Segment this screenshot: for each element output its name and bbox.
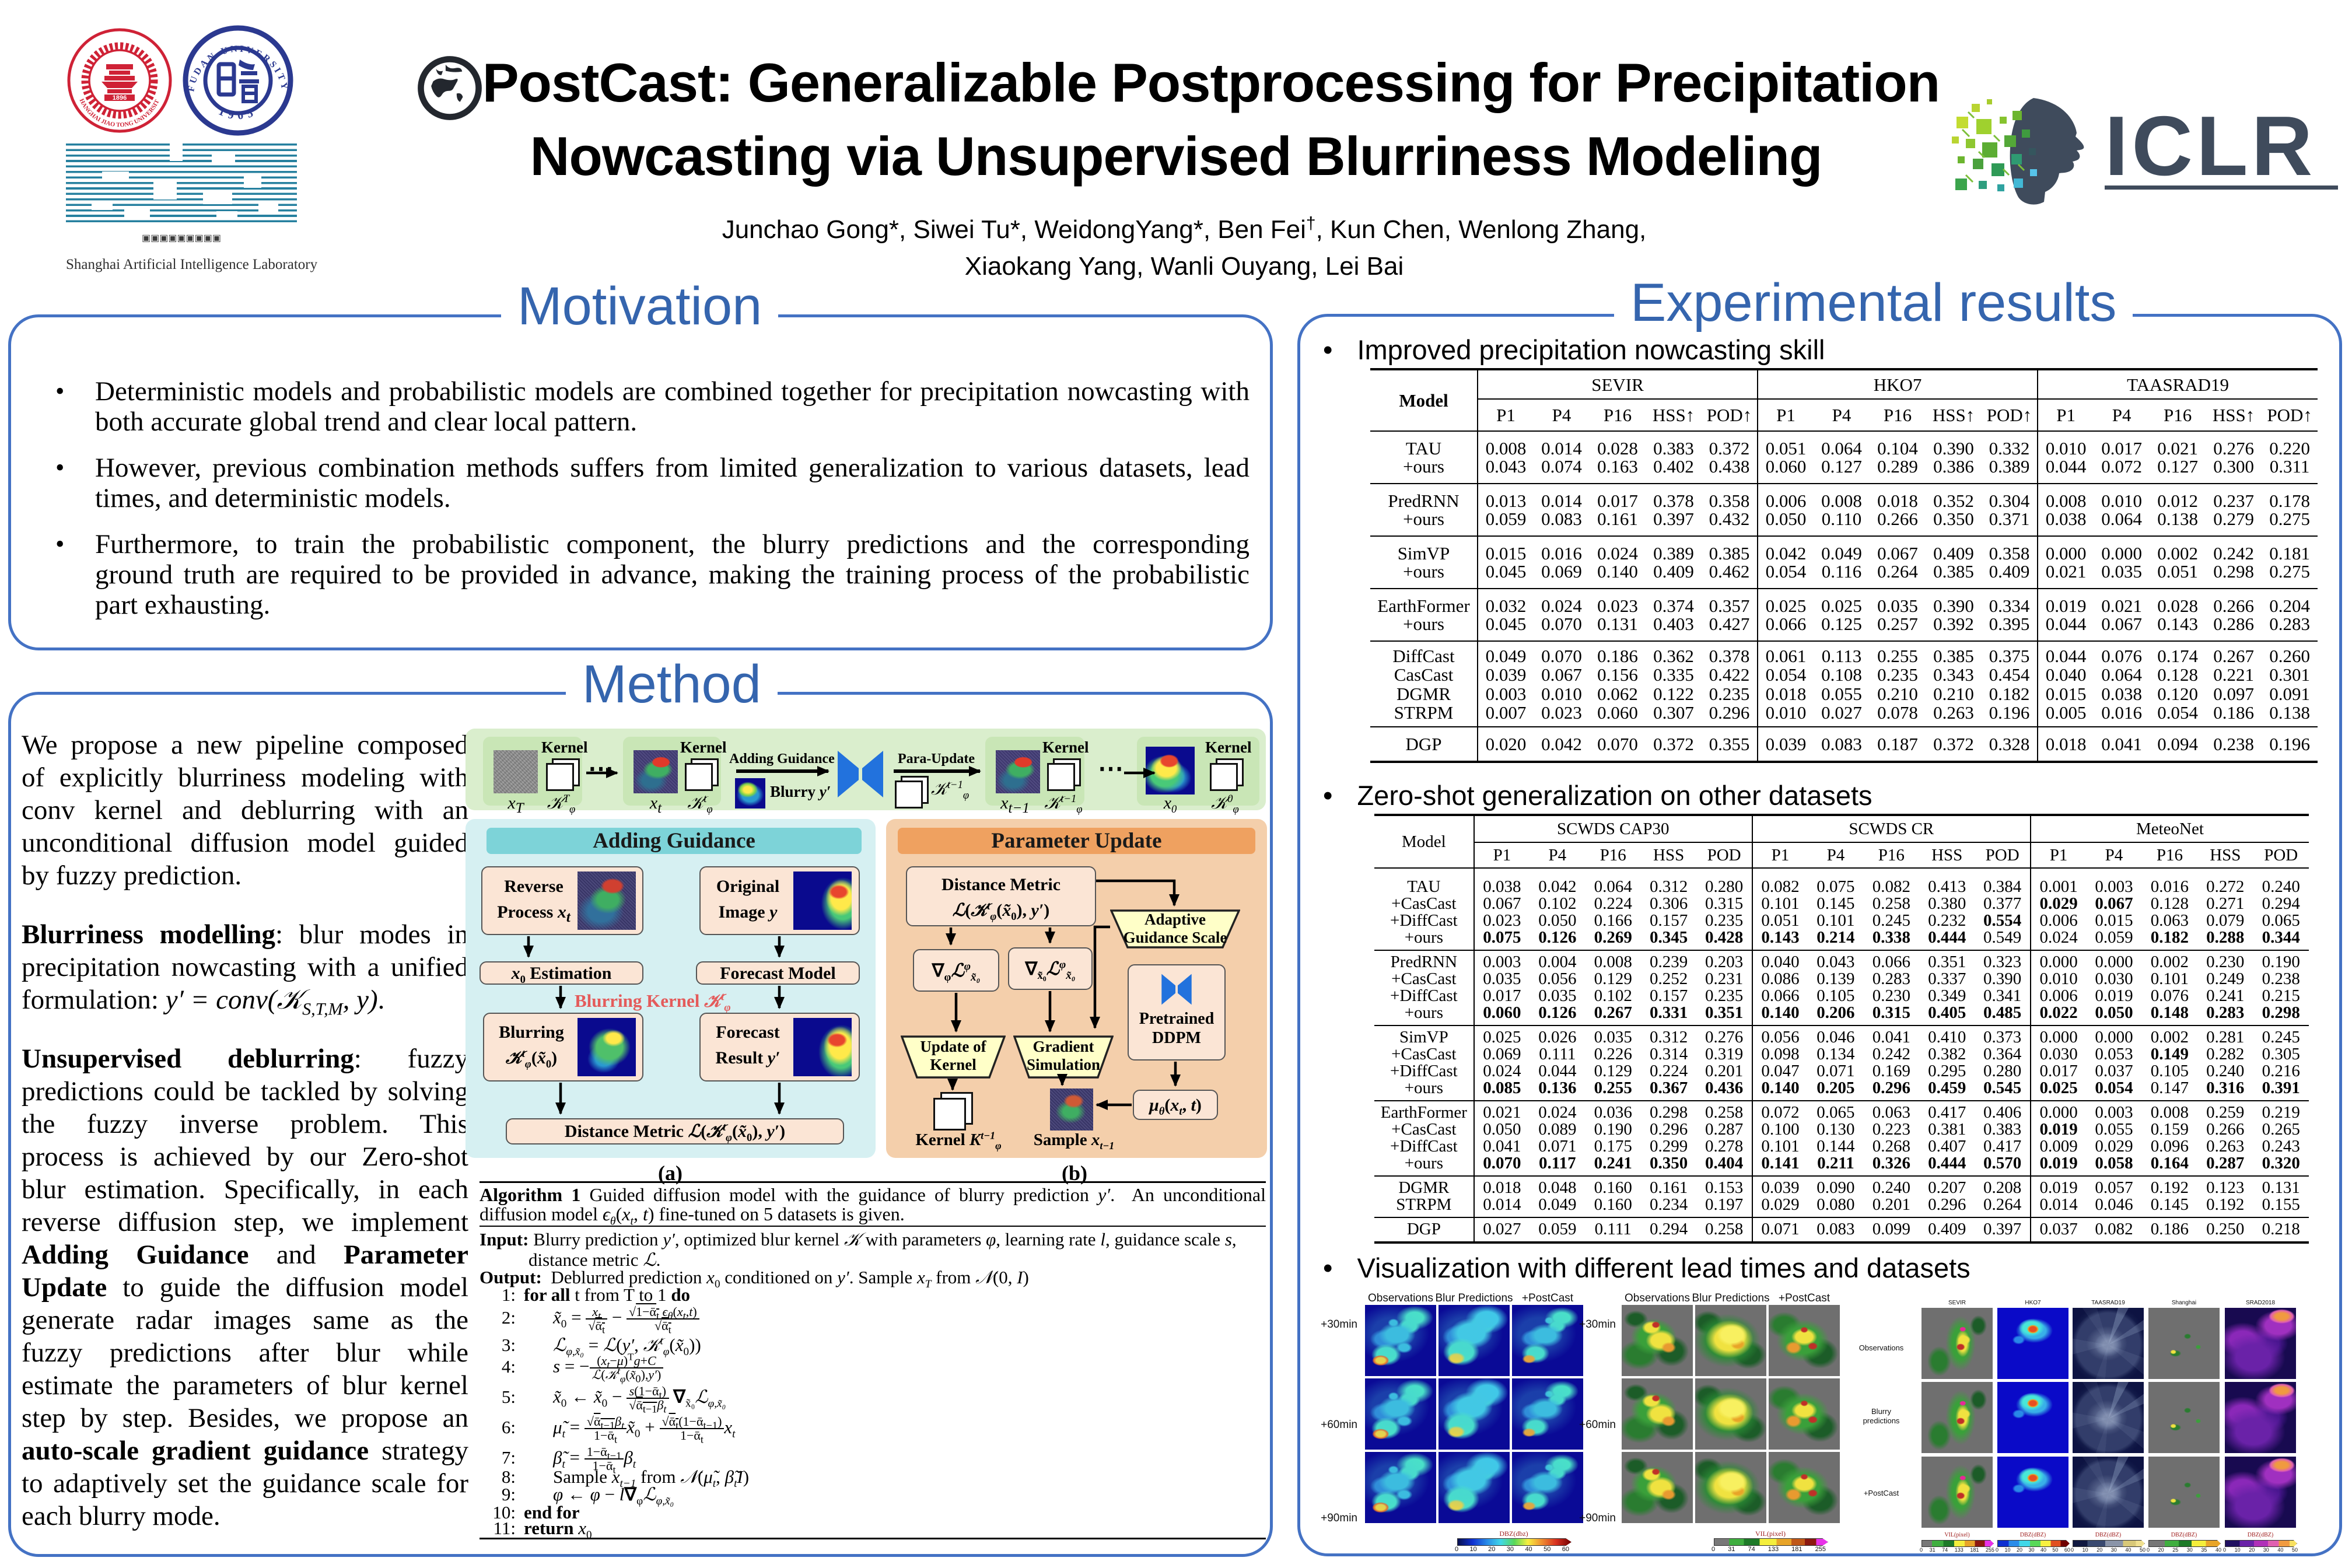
svg-text:ICLR: ICLR bbox=[2105, 99, 2316, 193]
svg-text:1896: 1896 bbox=[113, 94, 127, 102]
